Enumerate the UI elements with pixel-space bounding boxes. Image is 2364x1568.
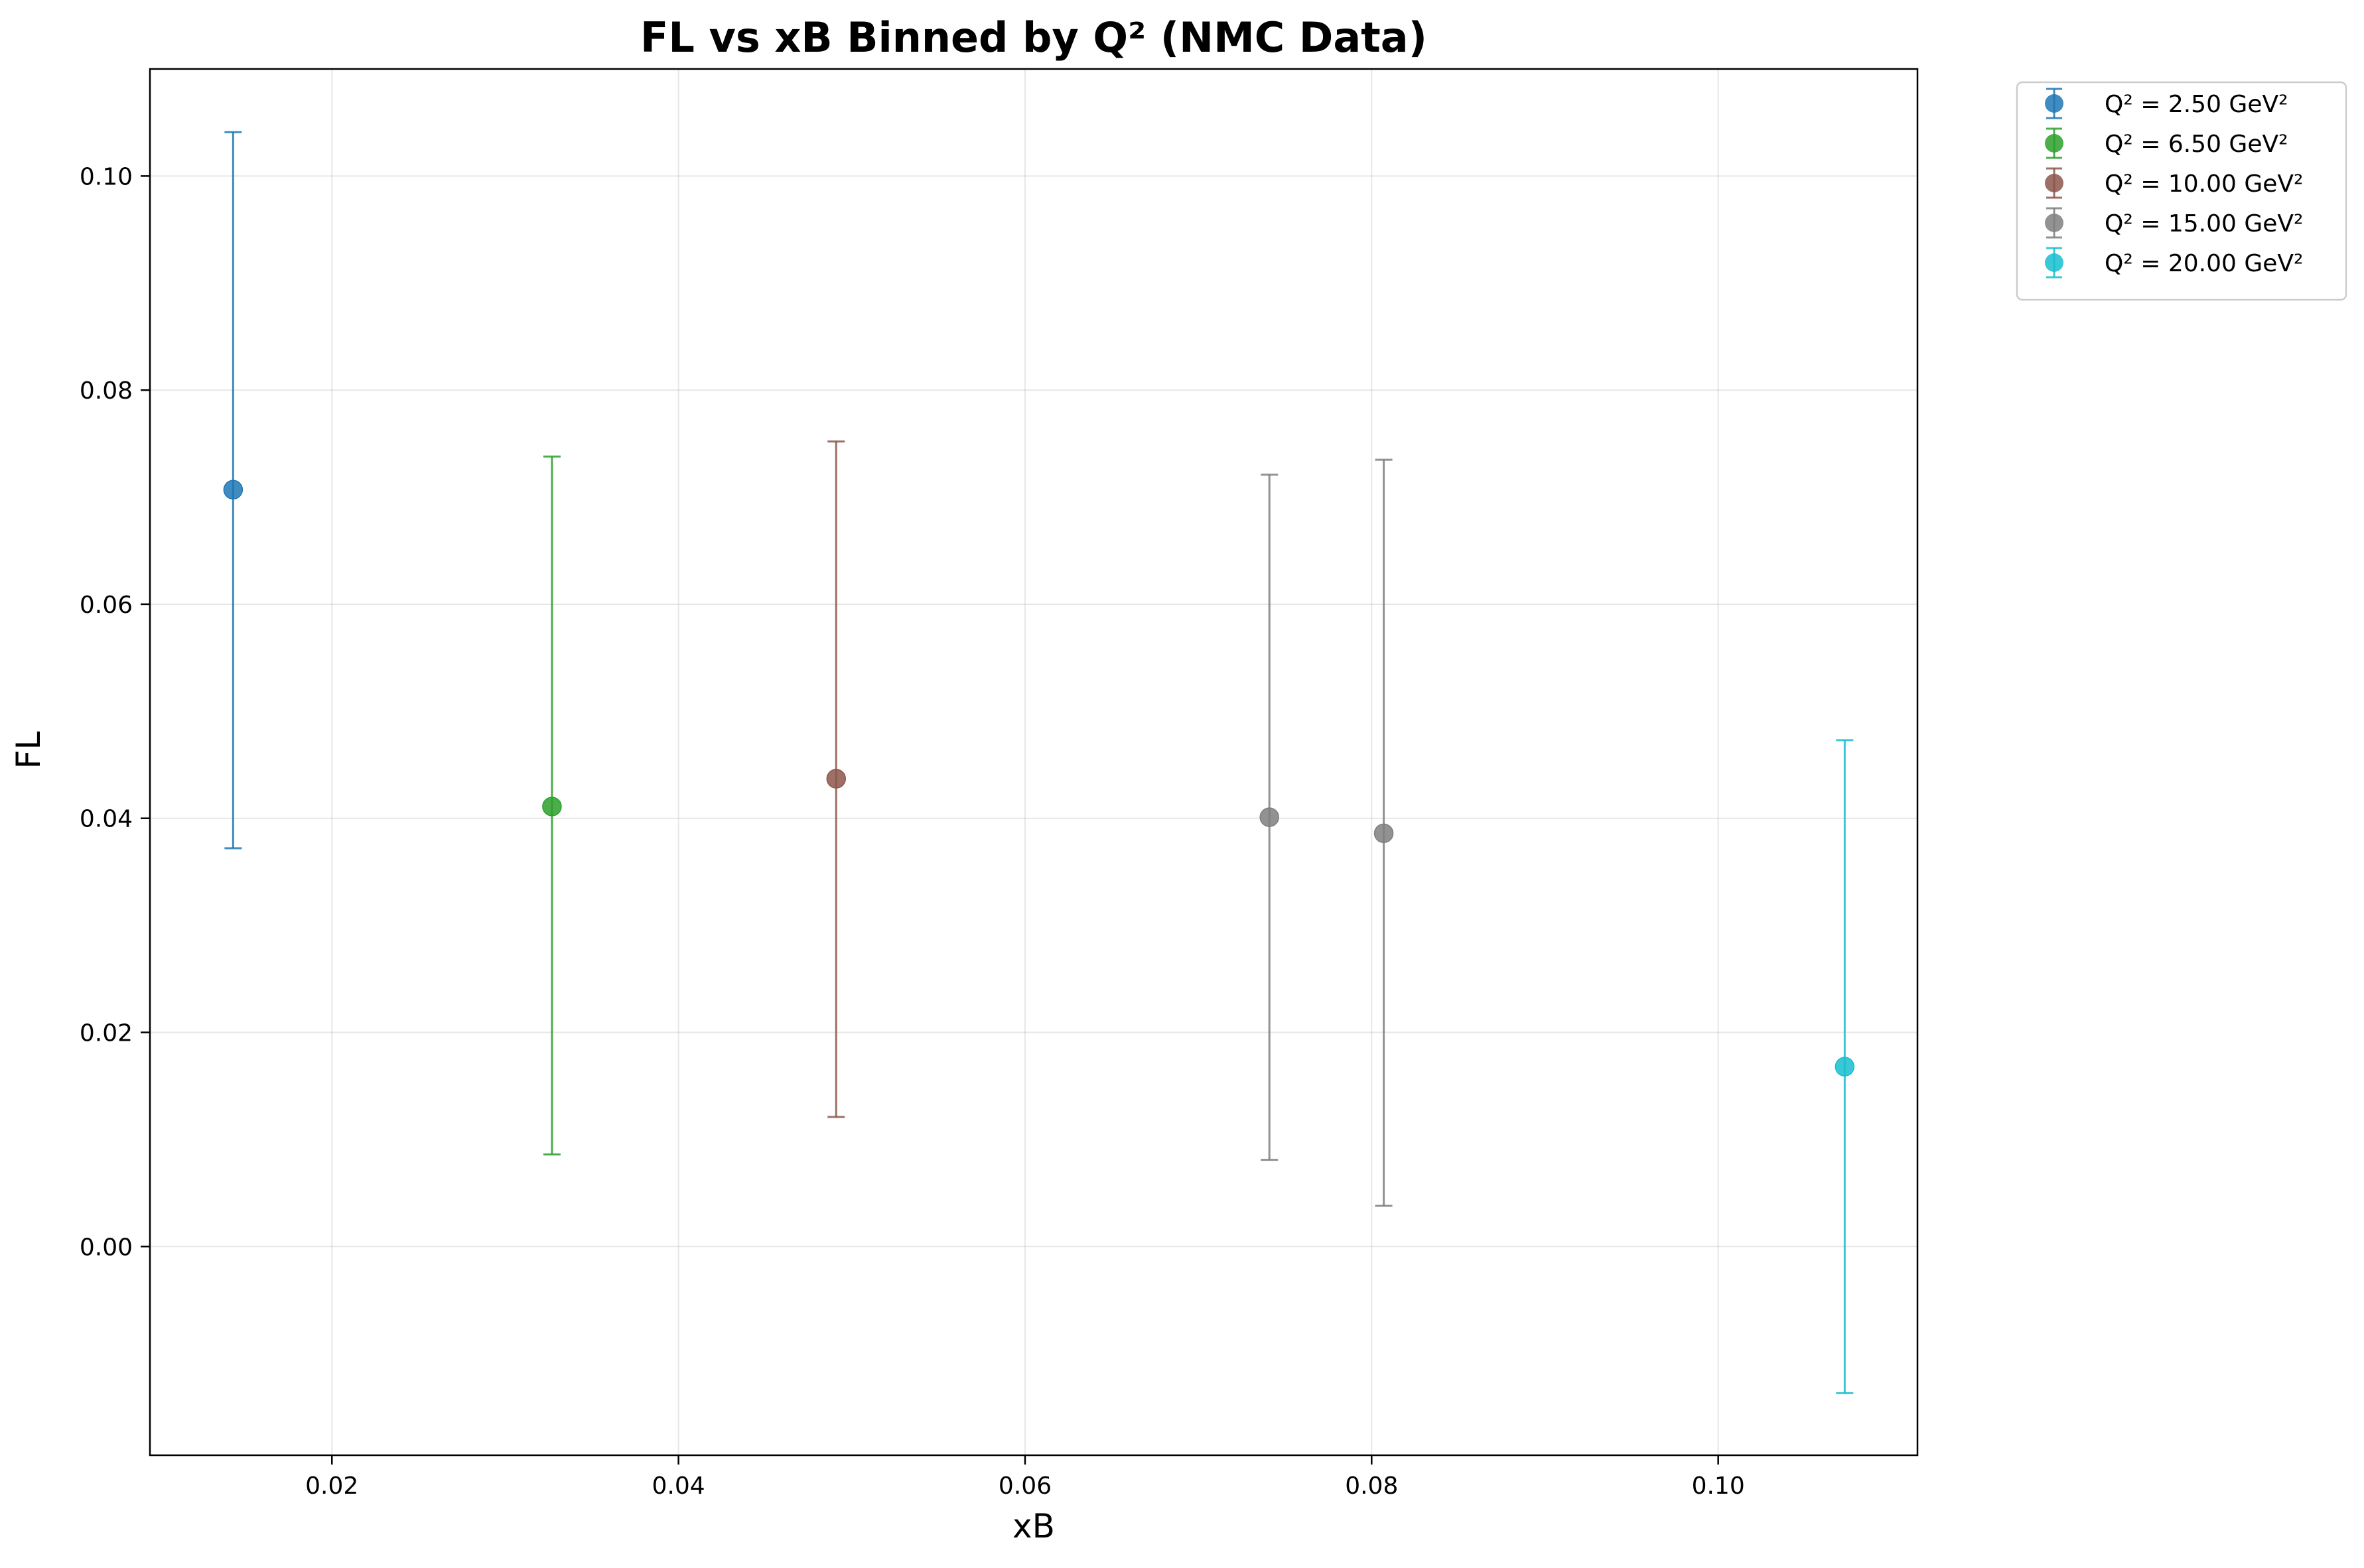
y-tick-label: 0.06 [80, 592, 133, 619]
legend-label: Q² = 10.00 GeV² [2105, 170, 2303, 198]
legend-label: Q² = 6.50 GeV² [2105, 131, 2288, 158]
legend-marker [2045, 134, 2063, 153]
x-tick-label: 0.04 [652, 1472, 705, 1500]
x-tick-label: 0.02 [305, 1472, 358, 1500]
x-tick-label: 0.08 [1345, 1472, 1398, 1500]
series-group [1835, 739, 1855, 1394]
legend-marker [2045, 174, 2063, 192]
data-point [542, 797, 562, 817]
legend-marker [2045, 214, 2063, 232]
y-tick-label: 0.10 [80, 163, 133, 190]
x-axis-label: xB [1012, 1507, 1055, 1545]
plot-area-frame [149, 68, 1919, 1457]
y-axis-label: FL [9, 732, 48, 769]
legend: Q² = 2.50 GeV² Q² = 6.50 GeV² Q² = 10.00 G… [2016, 81, 2347, 301]
legend-marker [2045, 94, 2063, 113]
y-tick-label: 0.02 [80, 1020, 133, 1047]
y-tick-label: 0.00 [80, 1234, 133, 1261]
data-point [1835, 1057, 1855, 1077]
legend-label: Q² = 15.00 GeV² [2105, 210, 2303, 237]
data-series [223, 131, 1855, 1394]
legend-label: Q² = 20.00 GeV² [2105, 250, 2303, 277]
legend-box [2016, 81, 2347, 301]
chart-title: FL vs xB Binned by Q² (NMC Data) [640, 13, 1427, 62]
legend-marker [2045, 253, 2063, 272]
x-tick-label: 0.06 [999, 1472, 1052, 1500]
legend-label: Q² = 2.50 GeV² [2105, 91, 2288, 118]
data-point [826, 769, 847, 789]
series-group [542, 455, 562, 1155]
series-group [826, 440, 847, 1118]
y-tick-label: 0.04 [80, 806, 133, 833]
series-group [1259, 458, 1394, 1207]
series-group [223, 131, 243, 850]
y-tick-label: 0.08 [80, 377, 133, 405]
grid-lines [150, 69, 1917, 1455]
axis-ticks: 0.02 0.04 0.06 0.08 0.10 0.00 0.02 0.04 0.06 0.08… [80, 163, 1745, 1500]
data-point [223, 480, 243, 500]
data-point [1373, 823, 1394, 844]
data-point [1259, 807, 1279, 827]
x-tick-label: 0.10 [1692, 1472, 1745, 1500]
